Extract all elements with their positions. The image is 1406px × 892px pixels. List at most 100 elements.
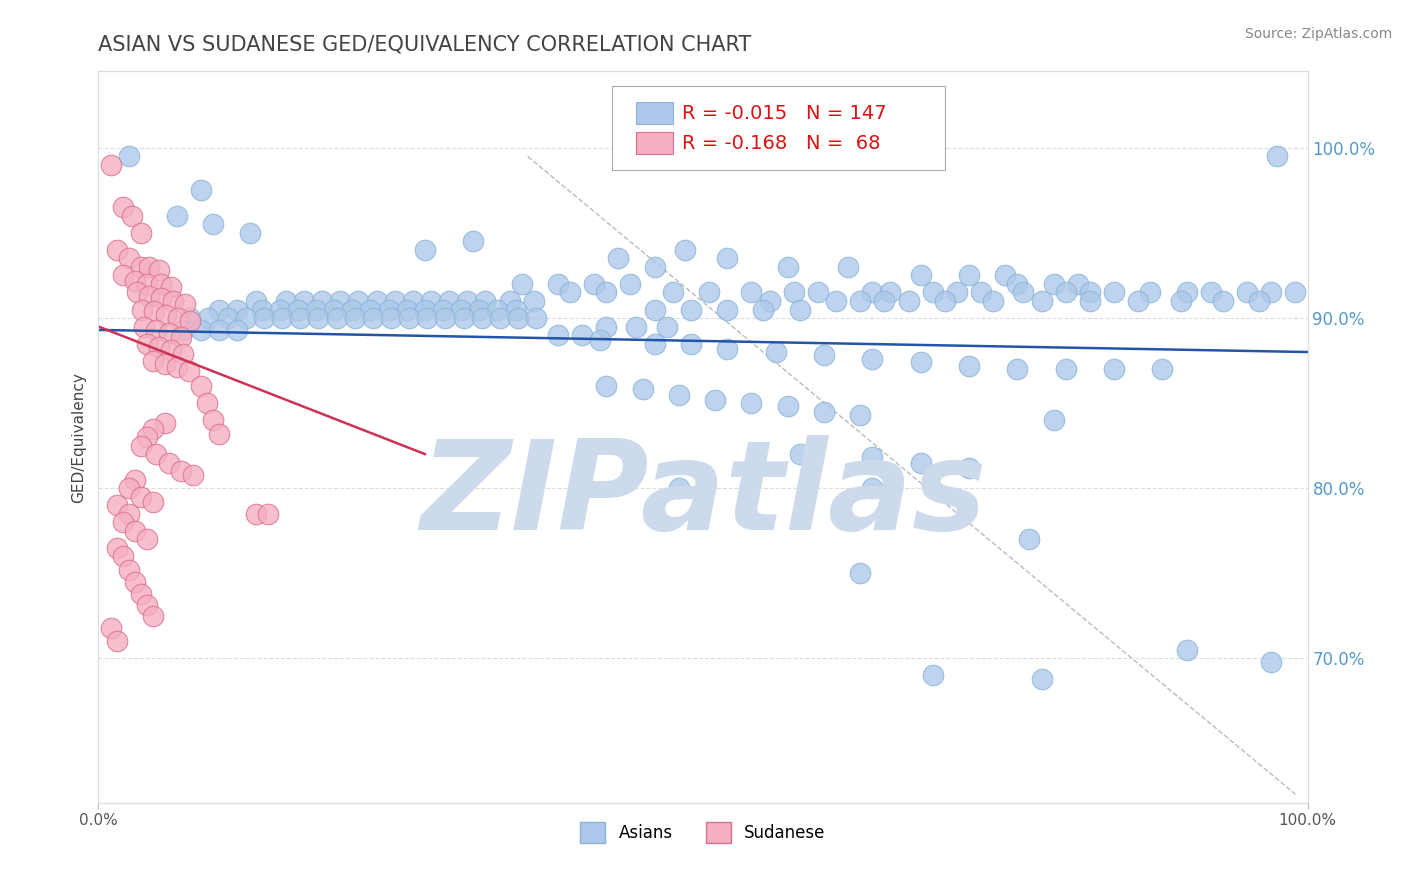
Point <box>148 340 170 354</box>
Point <box>524 311 547 326</box>
Text: ZIPatlas: ZIPatlas <box>420 435 986 556</box>
Point <box>1260 655 1282 669</box>
Point <box>179 364 201 378</box>
FancyBboxPatch shape <box>637 102 672 124</box>
Point <box>1260 285 1282 300</box>
Point <box>420 293 443 308</box>
Point <box>105 541 128 555</box>
Point <box>1078 293 1101 308</box>
Point <box>1152 362 1174 376</box>
Point <box>1054 362 1077 376</box>
Point <box>111 549 134 563</box>
Point <box>142 421 165 435</box>
Point <box>413 302 436 317</box>
Point <box>142 608 165 623</box>
Point <box>981 293 1004 308</box>
Point <box>921 668 943 682</box>
Point <box>148 263 170 277</box>
Point <box>135 336 157 351</box>
Point <box>271 311 294 326</box>
Point <box>217 311 239 326</box>
Point <box>208 302 231 317</box>
Point <box>860 351 883 366</box>
Point <box>235 311 257 326</box>
Point <box>134 319 156 334</box>
Point <box>468 302 491 317</box>
Text: Source: ZipAtlas.com: Source: ZipAtlas.com <box>1244 27 1392 41</box>
Point <box>226 323 249 337</box>
Point <box>153 417 176 431</box>
Point <box>145 323 167 337</box>
Point <box>135 599 157 613</box>
Point <box>361 311 384 326</box>
Point <box>1007 277 1029 291</box>
Point <box>910 456 932 470</box>
Point <box>644 302 666 317</box>
Point <box>849 408 872 422</box>
Point <box>752 302 775 317</box>
Point <box>776 400 799 414</box>
Point <box>138 260 160 274</box>
Point <box>143 304 166 318</box>
Text: R = -0.015   N = 147: R = -0.015 N = 147 <box>682 103 887 122</box>
Point <box>239 226 262 240</box>
Point <box>292 293 315 308</box>
Point <box>360 302 382 317</box>
Point <box>697 285 720 300</box>
Point <box>456 293 478 308</box>
Point <box>655 319 678 334</box>
Point <box>873 293 896 308</box>
Point <box>957 460 980 475</box>
Point <box>434 311 457 326</box>
Point <box>595 285 617 300</box>
Point <box>1007 362 1029 376</box>
Point <box>135 532 157 546</box>
Point <box>311 293 333 308</box>
Point <box>166 209 188 223</box>
Point <box>100 621 122 635</box>
Point <box>167 311 190 326</box>
Point <box>1175 642 1198 657</box>
Point <box>607 252 630 266</box>
Point <box>343 311 366 326</box>
Point <box>105 498 128 512</box>
Point <box>129 490 152 504</box>
Point <box>1212 293 1234 308</box>
Point <box>474 293 496 308</box>
Point <box>1267 149 1289 163</box>
Point <box>138 289 160 303</box>
Point <box>174 297 197 311</box>
Point <box>506 311 529 326</box>
Point <box>849 293 872 308</box>
Point <box>595 319 617 334</box>
Point <box>129 586 152 600</box>
Point <box>668 481 690 495</box>
Point <box>547 328 569 343</box>
Point <box>384 293 406 308</box>
Point <box>910 268 932 283</box>
Point <box>145 447 167 461</box>
Point <box>1284 285 1306 300</box>
Point <box>758 293 780 308</box>
Point <box>269 302 291 317</box>
Point <box>208 426 231 441</box>
Point <box>946 285 969 300</box>
Point <box>131 302 153 317</box>
Point <box>253 311 276 326</box>
Point <box>172 347 194 361</box>
Point <box>558 285 581 300</box>
Point <box>157 456 180 470</box>
Point <box>413 243 436 257</box>
Point <box>776 260 799 274</box>
Point <box>673 243 696 257</box>
Point <box>160 280 183 294</box>
Point <box>782 285 804 300</box>
Point <box>1067 277 1090 291</box>
Point <box>547 277 569 291</box>
Point <box>716 302 738 317</box>
Point <box>716 342 738 356</box>
Point <box>583 277 606 291</box>
Point <box>879 285 901 300</box>
Point <box>631 383 654 397</box>
Point <box>450 302 472 317</box>
